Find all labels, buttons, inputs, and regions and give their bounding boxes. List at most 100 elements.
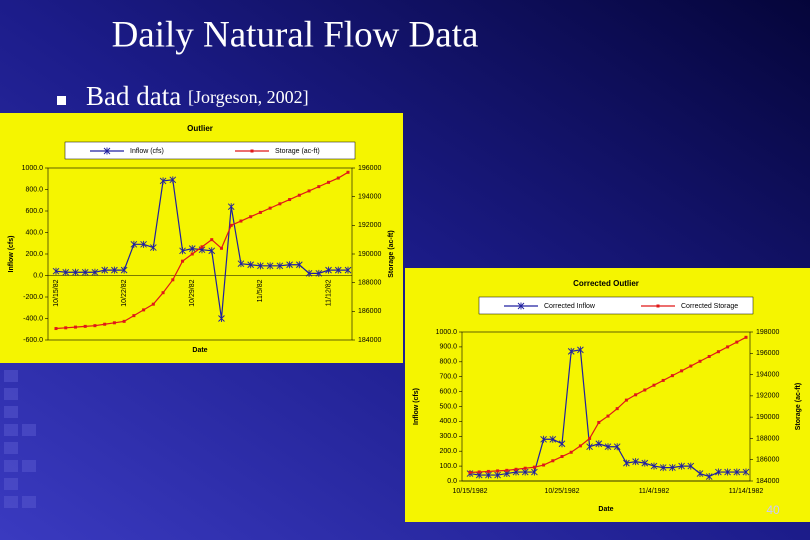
x-tick-label: 11/5/82 [257,279,264,302]
storage-marker [726,345,730,349]
storage-marker [551,459,555,463]
storage-marker [210,238,214,242]
inflow-marker [613,443,621,451]
chart: Outlier Inflow (cfs) Storage (ac-ft) Inflow… [0,113,403,363]
inflow-marker [494,471,501,479]
y-tick-label: 300.0 [439,433,457,440]
inflow-marker [72,268,79,276]
storage-marker [219,246,223,250]
y2-tick-label: 184000 [358,337,381,344]
y2-tick-label: 196000 [358,165,381,172]
legend-label: Corrected Storage [681,303,738,310]
inflow-marker [724,468,731,476]
inflow-marker [678,462,685,470]
storage-marker [54,327,58,331]
storage-marker [336,176,340,180]
storage-marker [122,319,126,323]
storage-marker [468,470,472,474]
storage-marker [578,444,582,448]
y-tick-label: 1000.0 [436,329,458,336]
y2-tick-label: 192000 [358,222,381,229]
storage-marker [190,252,194,256]
bullet: Bad data [86,81,181,111]
inflow-marker [111,266,118,274]
y-tick-label: 400.0 [439,418,457,425]
inflow-marker [150,244,157,252]
y-tick-label: 0.0 [447,478,457,485]
storage-marker [634,393,638,397]
legend-label: Corrected Inflow [544,303,596,310]
inflow-marker [715,468,722,476]
storage-marker [606,414,610,418]
storage-marker [64,326,68,330]
inflow-marker [101,266,108,274]
storage-marker [532,465,536,469]
decor-squares [4,370,36,508]
storage-marker [477,470,481,474]
bullet-marker [57,96,66,105]
y2-tick-label: 186000 [756,457,779,464]
inflow-marker [540,435,547,443]
inflow-marker [120,266,128,274]
y2-tick-label: 188000 [756,435,779,442]
storage-marker [171,278,175,282]
storage-marker [278,202,282,206]
inflow-marker [305,269,313,277]
storage-marker [73,325,77,329]
storage-marker [249,215,253,219]
storage-marker [560,455,564,459]
storage-marker [200,245,204,249]
y-tick-label: 100.0 [439,463,457,470]
legend-label: Inflow (cfs) [130,148,164,155]
inflow-marker [586,443,593,451]
inflow-marker [237,260,245,268]
storage-marker [83,324,87,328]
storage-marker [670,374,674,378]
y2-tick-label: 198000 [756,329,779,336]
inflow-marker [188,245,196,253]
y-tick-label: 900.0 [439,344,457,351]
y2-tick-label: 190000 [358,251,381,258]
x-axis-title: Date [598,506,613,513]
storage-marker [142,308,146,312]
inflow-marker [325,266,332,274]
inflow-marker [286,261,293,269]
y2-tick-label: 192000 [756,393,779,400]
y2-tick-label: 188000 [358,280,381,287]
storage-marker [597,420,601,424]
storage-marker [643,388,647,392]
y-tick-label: -400.0 [23,315,43,322]
inflow-marker [632,458,639,466]
inflow-marker [227,203,235,211]
inflow-marker [696,470,704,478]
storage-marker [744,335,748,339]
storage-marker [698,359,702,363]
citation: [Jorgeson, 2002] [188,87,309,107]
inflow-marker [549,435,557,443]
storage-marker [112,321,116,325]
storage-marker [229,223,233,227]
storage-marker [680,369,684,373]
y-tick-label: -200.0 [23,294,43,301]
y-tick-label: 200.0 [439,448,457,455]
storage-marker [258,210,262,214]
y2-tick-label: 190000 [756,414,779,421]
inflow-marker [344,266,352,274]
legend [478,296,754,315]
inflow-marker [733,468,741,476]
storage-marker [161,291,165,295]
storage-marker [514,467,518,471]
inflow-marker [595,440,603,448]
x-tick-label: 10/15/1982 [452,488,487,495]
y-tick-label: 0.0 [33,272,43,279]
legend [64,141,356,160]
chart-title: Outlier [187,124,213,133]
inflow-marker [641,459,649,467]
storage-marker [307,189,311,193]
storage-marker [707,354,711,358]
x-tick-label: 10/15/82 [53,279,60,306]
inflow-marker [334,266,342,274]
inflow-marker [276,262,284,270]
inflow-marker [247,261,254,269]
